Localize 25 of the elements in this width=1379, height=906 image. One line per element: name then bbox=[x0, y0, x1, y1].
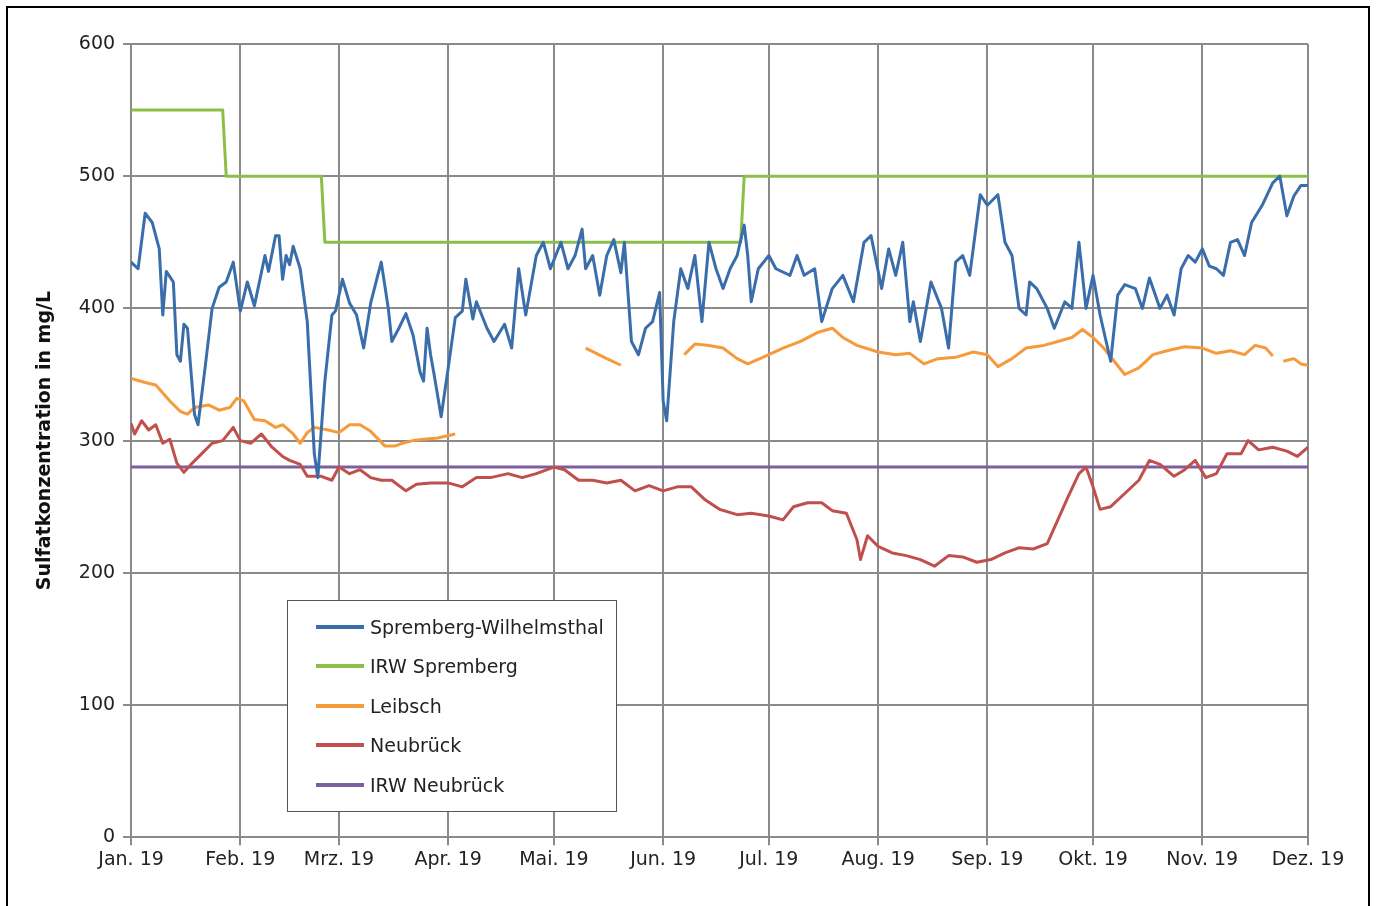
legend-label: Neubrück bbox=[370, 734, 462, 757]
x-tick-label: Dez. 19 bbox=[1271, 846, 1345, 869]
legend-label: Spremberg-Wilhelmsthal bbox=[370, 615, 604, 638]
x-tick-label: Jul. 19 bbox=[738, 846, 799, 869]
y-tick-label: 200 bbox=[78, 559, 116, 582]
x-tick-label: Apr. 19 bbox=[414, 846, 482, 869]
x-tick-label: Nov. 19 bbox=[1166, 846, 1239, 869]
y-tick-label: 600 bbox=[78, 30, 116, 53]
legend-label: IRW Neubrück bbox=[370, 773, 505, 796]
x-tick-label: Okt. 19 bbox=[1058, 846, 1128, 869]
y-axis-title: Sulfatkonzentration in mg/L bbox=[32, 290, 55, 591]
legend-label: Leibsch bbox=[370, 694, 442, 717]
x-tick-label: Aug. 19 bbox=[841, 846, 915, 869]
x-tick-label: Jun. 19 bbox=[629, 846, 697, 869]
x-tick-label: Jan. 19 bbox=[97, 846, 164, 869]
legend-label: IRW Spremberg bbox=[370, 655, 518, 678]
y-tick-label: 300 bbox=[78, 427, 116, 450]
x-tick-label: Sep. 19 bbox=[951, 846, 1024, 869]
y-tick-label: 0 bbox=[102, 824, 116, 847]
y-tick-label: 100 bbox=[78, 691, 116, 714]
x-tick-label: Mrz. 19 bbox=[303, 846, 375, 869]
x-tick-label: Feb. 19 bbox=[205, 846, 276, 869]
y-tick-label: 500 bbox=[78, 163, 116, 186]
x-tick-label: Mai. 19 bbox=[519, 846, 589, 869]
y-tick-label: 400 bbox=[78, 295, 116, 318]
